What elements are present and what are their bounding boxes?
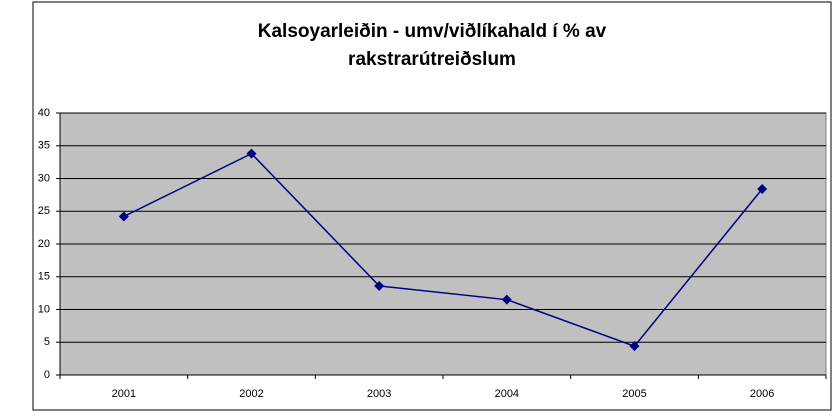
data-marker [374, 280, 385, 291]
data-marker [118, 211, 129, 222]
y-tick-label: 5 [44, 336, 50, 348]
chart-title: Kalsoyarleiðin - umv/viðlíkahald í % av [258, 21, 607, 42]
x-tick-label: 2001 [112, 388, 136, 400]
y-tick-label: 15 [38, 271, 50, 283]
data-marker [501, 294, 512, 305]
x-tick-label: 2002 [239, 388, 263, 400]
y-tick-label: 30 [38, 172, 50, 184]
y-tick-label: 40 [38, 107, 50, 119]
data-marker [246, 148, 257, 159]
x-tick-label: 2005 [622, 388, 646, 400]
y-tick-label: 10 [38, 303, 50, 315]
data-marker [629, 341, 640, 352]
data-marker [757, 183, 768, 194]
y-tick-label: 0 [44, 369, 50, 381]
x-tick-label: 2004 [495, 388, 519, 400]
y-tick-label: 35 [38, 140, 50, 152]
x-tick-label: 2003 [367, 388, 391, 400]
y-tick-label: 25 [38, 205, 50, 217]
data-line [123, 152, 763, 348]
chart-title: rakstrarútreiðslum [348, 49, 516, 70]
y-tick-label: 20 [38, 238, 50, 250]
x-tick-label: 2006 [750, 388, 774, 400]
